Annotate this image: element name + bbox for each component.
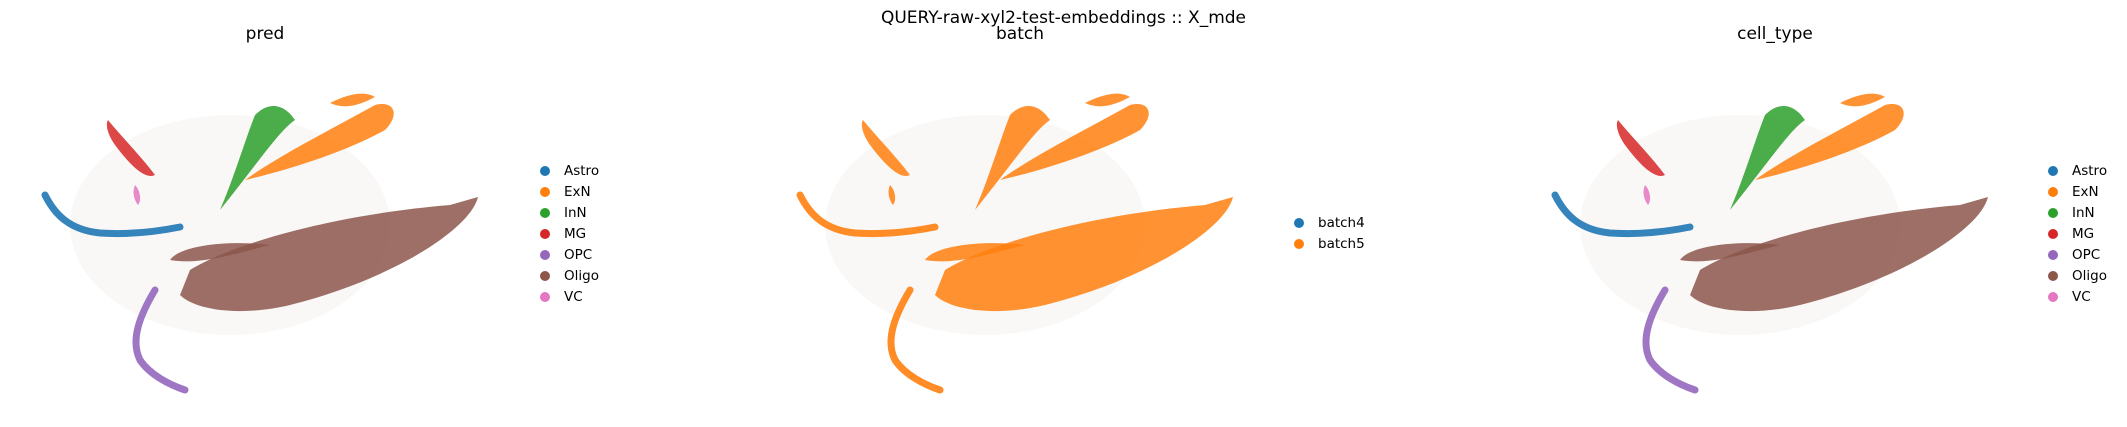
legend-label: Oligo [2072,267,2107,284]
cluster-inn [1730,105,1805,210]
panel-pred: pred [30,0,500,427]
legend-item: Oligo [2048,265,2107,286]
legend-label: VC [2072,288,2091,305]
legend-item: Astro [2048,160,2107,181]
legend-marker [1294,217,1304,228]
legend-marker [540,291,550,302]
legend-item: batch5 [1294,233,1365,254]
cluster-opc [132,286,189,394]
legend-marker [2048,186,2058,197]
cluster-opc [1642,286,1699,394]
legend-item: VC [2048,286,2107,307]
panel-title-cell-type: cell_type [1737,24,1813,44]
legend-marker [540,249,550,260]
legend-cell-type: Astro ExN InN MG OPC Oligo VC [2048,160,2107,307]
legend-marker [1294,238,1304,249]
legend-item: ExN [2048,181,2107,202]
legend-marker [2048,291,2058,302]
legend-item: OPC [540,244,599,265]
legend-marker [2048,249,2058,260]
cluster-astro [41,191,184,238]
cluster-exn [330,93,375,107]
scatter-plot-batch [796,93,1233,394]
legend-marker [2048,207,2058,218]
legend-label: Astro [564,162,600,179]
legend-item: MG [540,223,599,244]
legend-item: InN [2048,202,2107,223]
legend-label: OPC [564,246,593,263]
panel-batch: batch [785,0,1255,427]
legend-item: Oligo [540,265,599,286]
legend-item: InN [540,202,599,223]
legend-item: ExN [540,181,599,202]
legend-item: batch4 [1294,212,1365,233]
legend-marker [540,165,550,176]
legend-label: InN [2072,204,2095,221]
panel-title-batch: batch [996,24,1044,44]
cluster-inn [220,105,295,210]
legend-label: Oligo [564,267,599,284]
cluster-vc [1643,185,1651,205]
legend-label: batch5 [1318,235,1365,252]
cluster-vc [133,185,141,205]
cluster-oligo [935,197,1233,312]
figure-suptitle: QUERY-raw-xyl2-test-embeddings :: X_mde [880,8,1247,28]
cluster-astro [796,191,939,238]
panel-cell-type: cell_type [1540,0,2010,427]
legend-pred: Astro ExN InN MG OPC Oligo VC [540,160,599,307]
legend-label: VC [564,288,583,305]
legend-label: MG [564,225,587,242]
legend-marker [2048,270,2058,281]
legend-marker [540,207,550,218]
cluster-oligo [925,243,1025,262]
cluster-oligo [1690,197,1988,312]
cluster-mg [861,120,910,176]
cluster-exn [1755,104,1904,180]
cluster-mg [106,120,155,176]
cluster-oligo [170,243,270,262]
cluster-oligo [1680,243,1780,262]
scatter-plot-cell-type [1551,93,1988,394]
cluster-exn [1085,93,1130,107]
legend-label: ExN [2072,183,2099,200]
legend-label: batch4 [1318,214,1365,231]
legend-item: OPC [2048,244,2107,265]
legend-label: ExN [564,183,591,200]
panel-title-pred: pred [245,24,285,44]
cluster-vc [888,185,896,205]
legend-marker [540,186,550,197]
legend-label: Astro [2072,162,2108,179]
cluster-exn [1000,104,1149,180]
legend-item: VC [540,286,599,307]
cluster-opc [887,286,944,394]
cluster-mg [1616,120,1665,176]
cluster-astro [1551,191,1694,238]
legend-marker [540,228,550,239]
legend-marker [2048,165,2058,176]
legend-label: OPC [2072,246,2101,263]
legend-label: InN [564,204,587,221]
legend-item: Astro [540,160,599,181]
scatter-plot-pred [41,93,478,394]
cluster-inn [975,105,1050,210]
legend-marker [2048,228,2058,239]
legend-item: MG [2048,223,2107,244]
legend-batch: batch4 batch5 [1294,212,1365,254]
cluster-exn [245,104,394,180]
legend-marker [540,270,550,281]
cluster-oligo [180,197,478,312]
cluster-exn [1840,93,1885,107]
legend-label: MG [2072,225,2095,242]
